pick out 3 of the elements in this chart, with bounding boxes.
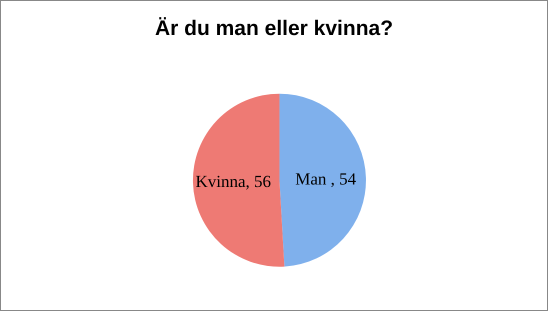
slice-label: Kvinna, 56 bbox=[195, 172, 271, 192]
slice-label: Man , 54 bbox=[295, 169, 357, 188]
chart-title: Är du man eller kvinna? bbox=[154, 17, 394, 40]
